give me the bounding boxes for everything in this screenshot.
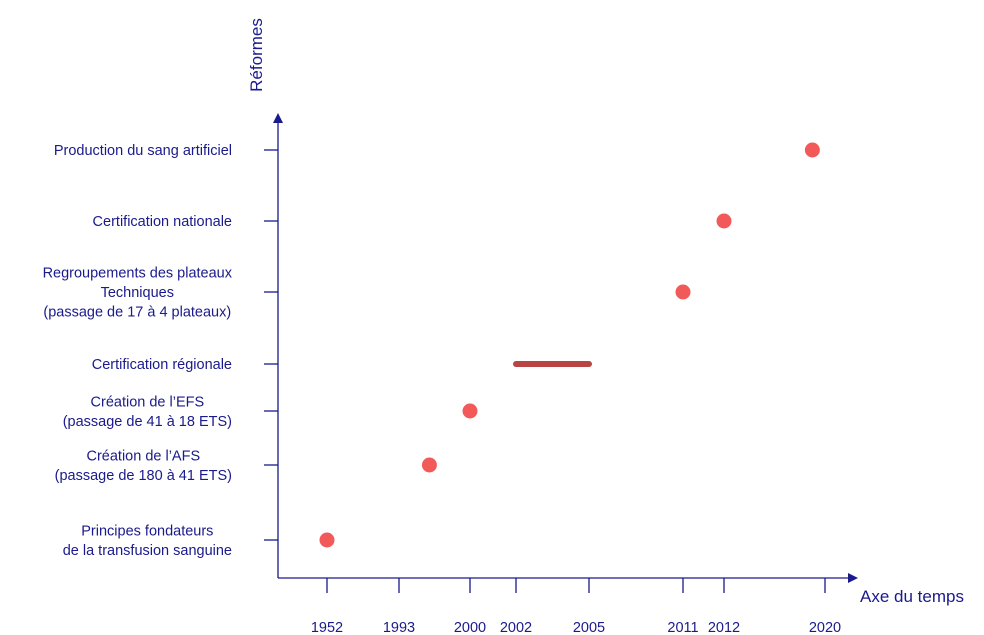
- x-tick-label: 2020: [809, 620, 841, 635]
- x-axis-title: Axe du temps: [860, 587, 964, 606]
- y-category-label-line: Certification nationale: [93, 214, 232, 230]
- y-category-label-line: Création de l’AFS: [87, 448, 201, 464]
- y-category-label-line: Production du sang artificiel: [54, 143, 232, 159]
- y-category-label: Certification régionale: [92, 357, 232, 373]
- y-category-label-line: Création de l’EFS: [91, 394, 205, 410]
- y-axis-title: Réformes: [247, 18, 266, 92]
- x-tick-label: 2005: [573, 620, 605, 635]
- data-point: [675, 284, 691, 300]
- x-tick-label: 2000: [454, 620, 486, 635]
- x-tick-label: 1993: [383, 620, 415, 635]
- y-category-label-line: de la transfusion sanguine: [63, 543, 232, 559]
- y-category-label: Principes fondateurs de la transfusion sa…: [63, 523, 232, 559]
- data-point: [421, 457, 437, 473]
- y-ticks: [264, 149, 278, 541]
- x-tick-labels: 1952 1993 2000 2002 2005 2011 2012 2020: [311, 620, 841, 635]
- y-category-label: Création de l’EFS (passage de 41 à 18 ETS…: [63, 394, 232, 430]
- data-point: [804, 142, 820, 158]
- y-category-label-line: (passage de 41 à 18 ETS): [63, 414, 232, 430]
- x-tick-label: 2011: [667, 620, 698, 635]
- y-category-label: Regroupements des plateaux Techniques (pas…: [43, 266, 233, 321]
- y-category-label: Certification nationale: [93, 214, 232, 230]
- y-category-label-line: Regroupements des plateaux: [43, 266, 233, 282]
- data-point: [462, 403, 478, 419]
- data-point: [716, 213, 732, 229]
- x-ticks: [326, 578, 826, 593]
- y-category-label-line: (passage de 180 à 41 ETS): [55, 468, 232, 484]
- x-tick-label: 1952: [311, 620, 343, 635]
- y-category-label-line: (passage de 17 à 4 plateaux): [43, 305, 231, 321]
- x-tick-label: 2012: [708, 620, 740, 635]
- data-point: [319, 532, 335, 548]
- y-category-label-line: Certification régionale: [92, 357, 232, 373]
- y-category-label-line: Principes fondateurs: [81, 523, 213, 539]
- y-category-label: Création de l’AFS (passage de 180 à 41 ET…: [55, 448, 232, 484]
- y-category-label: Production du sang artificiel: [54, 143, 232, 159]
- x-tick-label: 2002: [500, 620, 532, 635]
- y-category-labels: Principes fondateurs de la transfusion sa…: [43, 143, 233, 559]
- y-category-label-line: Techniques: [101, 285, 174, 301]
- data-marks: [319, 142, 820, 548]
